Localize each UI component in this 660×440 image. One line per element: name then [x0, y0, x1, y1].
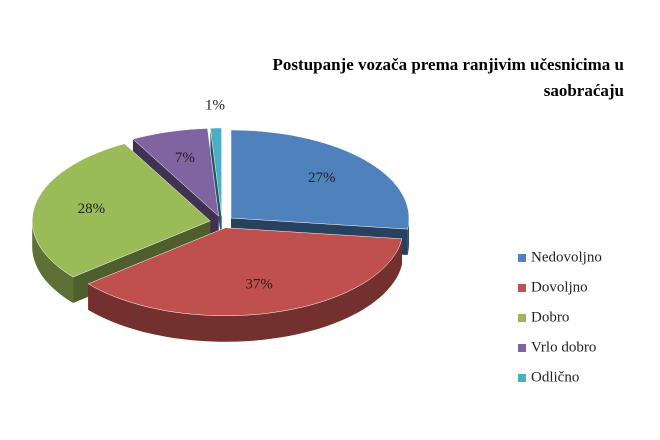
- data-label: 37%: [245, 277, 273, 293]
- legend-swatch: [518, 314, 526, 322]
- data-label: 27%: [308, 170, 336, 186]
- slice-top: [31, 143, 211, 278]
- legend-label: Dobro: [531, 309, 569, 325]
- legend-swatch: [518, 344, 526, 352]
- legend-label: Vrlo dobro: [531, 339, 596, 355]
- legend-swatch: [518, 374, 526, 382]
- slice-top: [132, 128, 219, 217]
- slice-side: [210, 128, 222, 243]
- slice: [87, 227, 403, 342]
- legend-label: Dovoljno: [531, 279, 588, 295]
- data-label: 7%: [175, 150, 195, 166]
- legend-label: Nedovoljno: [531, 249, 602, 265]
- slice-top: [87, 227, 403, 317]
- data-label: 1%: [205, 98, 225, 114]
- slice-top: [230, 129, 410, 230]
- slice-wall: [407, 218, 409, 256]
- legend-swatch: [518, 284, 526, 292]
- chart-title: Postupanje vozača prema ranjivim učesnic…: [272, 55, 624, 100]
- legend-label: Odlično: [531, 369, 579, 385]
- slice-top: [210, 127, 222, 217]
- slice: [210, 127, 222, 243]
- legend-swatch: [518, 254, 526, 262]
- data-label: 28%: [78, 201, 106, 217]
- slice-wall: [88, 238, 402, 342]
